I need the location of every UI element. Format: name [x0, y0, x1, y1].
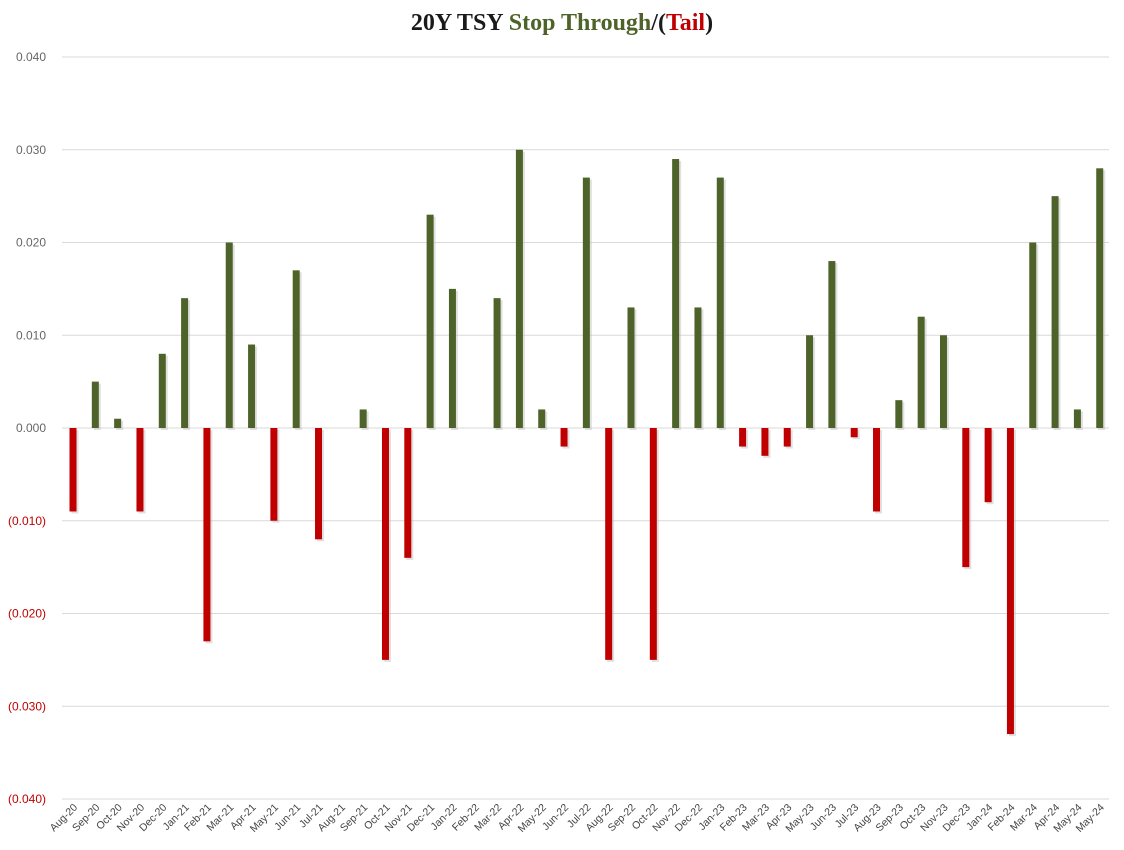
bar-nov-20	[136, 428, 144, 512]
chart-title-part-0: 20Y TSY	[410, 10, 509, 36]
bar-nov-23	[939, 335, 947, 428]
y-tick-label: 0.000	[16, 421, 46, 435]
bar-jan-21	[181, 298, 189, 428]
y-tick-label: 0.010	[16, 328, 46, 342]
bar-jun-23	[828, 261, 836, 428]
bar-feb-24	[1006, 428, 1014, 735]
chart-title-part-3: (	[657, 10, 666, 36]
bar-apr-23	[783, 428, 791, 447]
bar-oct-21	[381, 428, 389, 660]
y-tick-label: 0.030	[16, 143, 46, 157]
bar-dec-21	[426, 214, 434, 428]
bar-sep-21	[359, 409, 367, 428]
bar-sep-20	[91, 381, 99, 428]
bar-may-23	[806, 335, 814, 428]
bar-mar-23	[761, 428, 769, 456]
bar-jun-21	[292, 270, 300, 428]
chart-title: 20Y TSY Stop Through/(Tail)	[0, 10, 1124, 37]
chart-title-part-4: Tail	[665, 10, 706, 36]
bar-sep-22	[627, 307, 635, 428]
bar-dec-22	[694, 307, 702, 428]
bar-feb-23	[739, 428, 747, 447]
bar-jan-24	[984, 428, 992, 503]
bar-jul-23	[850, 428, 858, 438]
y-tick-label: (0.030)	[8, 699, 46, 713]
chart-title-part-5: )	[705, 10, 714, 36]
y-tick-label: (0.020)	[8, 607, 46, 621]
bar-apr-21	[248, 344, 256, 428]
bar-dec-20	[158, 353, 166, 428]
bar-aug-22	[605, 428, 613, 660]
bar-oct-20	[114, 418, 122, 428]
bar-mar-24	[1029, 242, 1037, 428]
y-tick-label: (0.010)	[8, 514, 46, 528]
y-tick-label: (0.040)	[8, 792, 46, 806]
bar-may-24	[1096, 168, 1104, 429]
bar-sep-23	[895, 400, 903, 428]
chart-title-part-1: Stop Through	[508, 10, 652, 36]
bar-oct-23	[917, 316, 925, 428]
bar-may-21	[270, 428, 278, 521]
bar-aug-23	[873, 428, 881, 512]
bar-jul-22	[582, 177, 590, 428]
bar-nov-21	[404, 428, 412, 558]
bar-mar-21	[225, 242, 233, 428]
bar-jan-22	[448, 288, 456, 428]
bar-may-22	[538, 409, 546, 428]
bar-apr-24	[1051, 196, 1059, 428]
bar-nov-22	[672, 159, 680, 428]
bar-apr-22	[515, 149, 523, 428]
bar-jun-22	[560, 428, 568, 447]
y-tick-label: 0.040	[16, 50, 46, 64]
bar-dec-23	[962, 428, 970, 568]
bar-aug-20	[69, 428, 77, 512]
bar-may-24	[1073, 409, 1081, 428]
bar-jul-21	[315, 428, 323, 540]
bar-jan-23	[716, 177, 724, 428]
bar-mar-22	[493, 298, 501, 428]
chart-title-part-2: /	[651, 10, 658, 36]
bar-feb-21	[203, 428, 211, 642]
bar-oct-22	[649, 428, 657, 660]
y-tick-label: 0.020	[16, 236, 46, 250]
